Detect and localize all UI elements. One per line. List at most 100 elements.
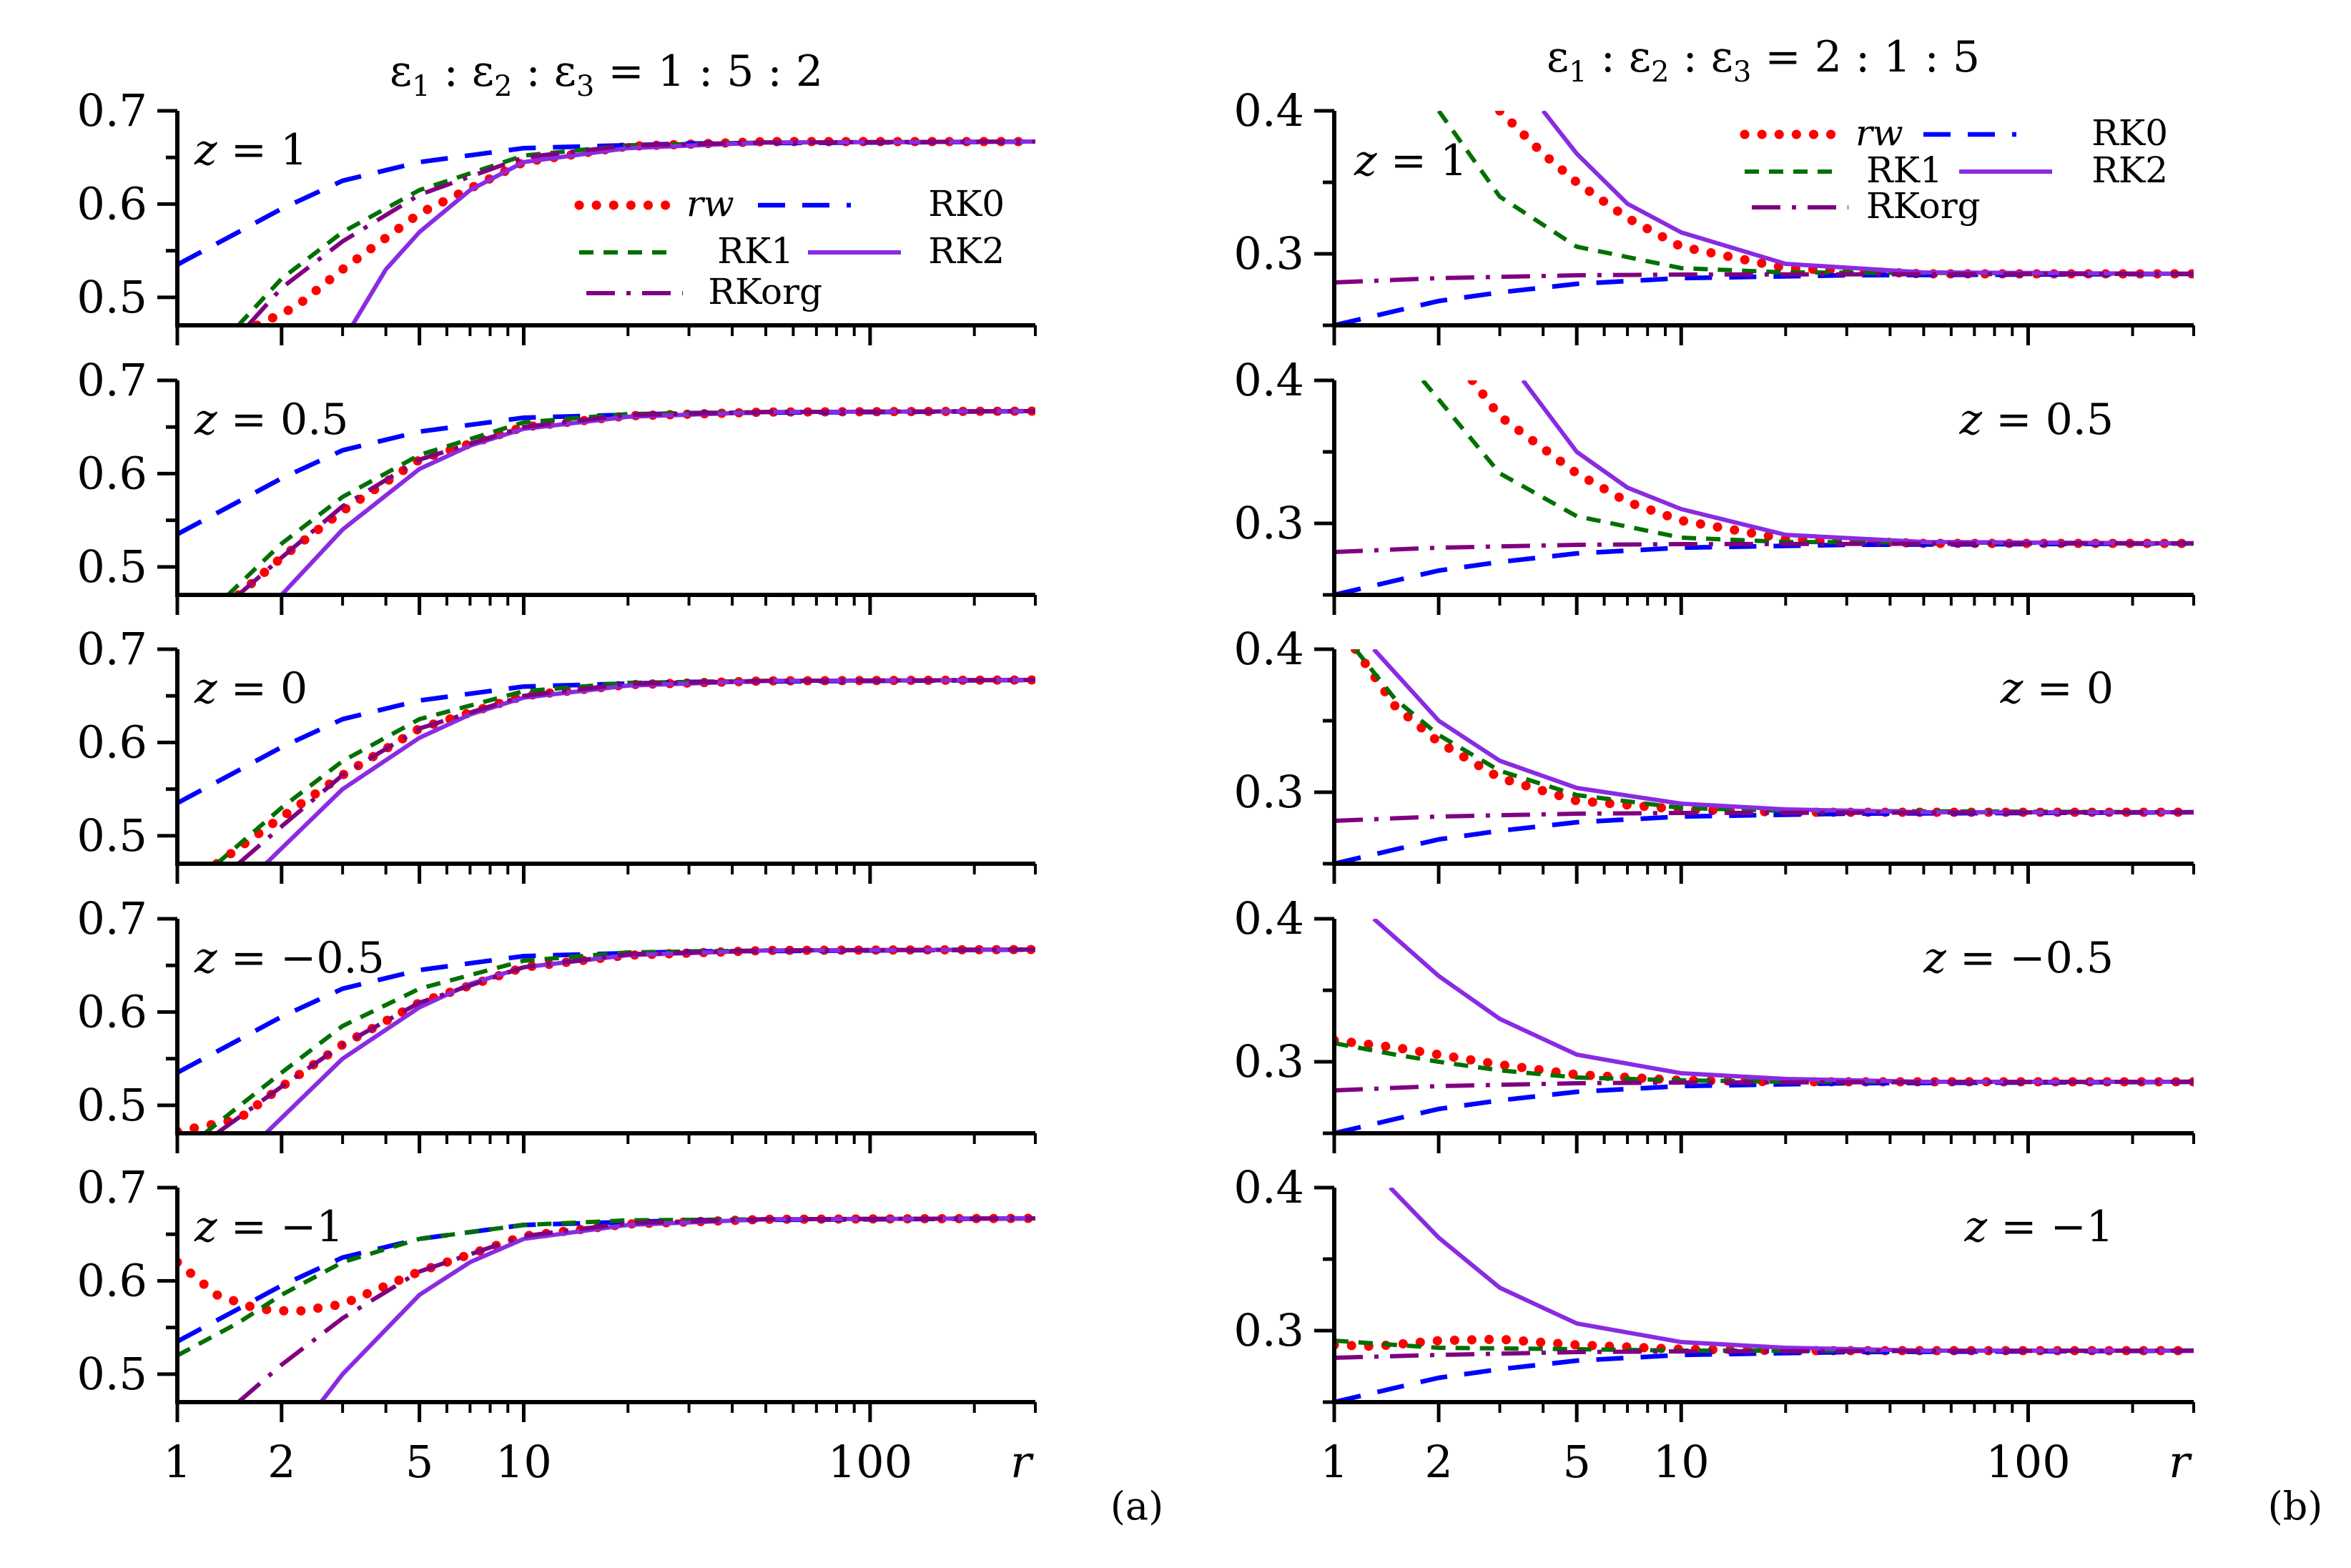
- title-subscript: 1: [1569, 56, 1587, 89]
- series-line-rk2: [1521, 380, 2194, 546]
- title-epsilon: ε: [1629, 32, 1651, 82]
- series-line-rw: [233, 406, 1035, 595]
- y-tick-label: 0.6: [77, 447, 147, 499]
- title-separator: :: [512, 46, 553, 97]
- series-line-rk0: [1334, 271, 2194, 325]
- column-title-b: ε1 : ε2 : ε3 = 2 : 1 : 5: [1547, 32, 1980, 89]
- panel-b-3: 0.3 0.4 z = 0: [1233, 623, 2195, 884]
- x-tick-label: 2: [1424, 1436, 1452, 1488]
- z-label: z = 1: [194, 125, 307, 175]
- series-line-rkorg: [1334, 272, 2194, 285]
- series-line-rkorg: [237, 678, 1035, 864]
- panel-a-5: 0.5 0.6 0.7 1 2 5 10 100 r z = −1: [77, 1161, 1037, 1488]
- y-tick-label: 0.4: [1233, 354, 1304, 406]
- series-line-rkorg: [246, 139, 1035, 325]
- series-line-rkorg: [1334, 1348, 2194, 1360]
- z-label-value: = 0.5: [1982, 395, 2114, 445]
- y-tick-label: 0.5: [77, 271, 147, 323]
- title-subscript: 3: [576, 70, 594, 103]
- y-tick-label: 0.3: [1233, 227, 1304, 280]
- series-line-rkorg: [1334, 1080, 2194, 1093]
- titles-layer: ε1 : ε2 : ε3 = 1 : 5 : 2 ε1 : ε2 : ε3 = 2…: [390, 32, 2322, 1529]
- y-tick-label: 0.7: [77, 354, 147, 406]
- z-label-value: = 1: [217, 125, 308, 175]
- z-label-value: = 0: [217, 664, 308, 714]
- series-line-rk0: [1334, 809, 2194, 864]
- series-line-rk0: [1334, 1348, 2194, 1402]
- panel-b-2: 0.3 0.4 z = 0.5: [1233, 354, 2195, 615]
- z-label-value: = 1: [1377, 136, 1468, 186]
- z-label: z = 0: [2000, 664, 2114, 714]
- z-label: z = −0.5: [1923, 933, 2114, 983]
- title-subscript: 3: [1733, 56, 1751, 89]
- series-group: [1334, 1188, 2194, 1402]
- legend-label-rk2: RK2: [928, 230, 1005, 272]
- z-label: z = −0.5: [194, 933, 385, 983]
- title-ratio: = 1 : 5 : 2: [608, 46, 823, 97]
- series-line-rk2: [1541, 111, 2194, 276]
- y-tick-label: 0.5: [77, 541, 147, 593]
- title-ratio: = 2 : 1 : 5: [1765, 32, 1980, 82]
- series-line-rk0: [1334, 541, 2194, 595]
- title-epsilon: ε: [554, 46, 576, 97]
- y-tick-label: 0.6: [77, 177, 147, 230]
- series-line-rw: [212, 675, 1035, 864]
- title-separator: :: [430, 46, 472, 97]
- series-line-rkorg: [215, 947, 1035, 1133]
- series-group: [1334, 111, 2194, 325]
- y-tick-label: 0.5: [77, 809, 147, 862]
- legend-label-rw: rw: [1855, 112, 1903, 154]
- series-line-rk2: [319, 1216, 1035, 1402]
- y-tick-label: 0.6: [77, 716, 147, 768]
- legend-label-rk0: RK0: [928, 183, 1005, 225]
- y-tick-label: 0.7: [77, 84, 147, 137]
- title-separator: [594, 46, 608, 97]
- z-label-value: = −0.5: [1946, 933, 2114, 983]
- x-tick-label: 2: [267, 1436, 295, 1488]
- y-tick-label: 0.3: [1233, 497, 1304, 549]
- x-tick-label: 100: [828, 1436, 912, 1488]
- title-separator: :: [1587, 32, 1629, 82]
- x-tick-label: 10: [496, 1436, 552, 1488]
- z-label: z = −1: [1964, 1202, 2114, 1252]
- series-line-rw: [252, 137, 1035, 325]
- title-epsilon: ε: [1711, 32, 1733, 82]
- title-separator: :: [1669, 32, 1710, 82]
- legend-label-rk0: RK0: [2091, 112, 2168, 154]
- y-tick-label: 0.3: [1233, 1035, 1304, 1088]
- series-line-rk1: [237, 139, 1035, 325]
- z-label-value: = −1: [217, 1202, 344, 1252]
- title-subscript: 2: [494, 70, 512, 103]
- subplot-label-a: (a): [1110, 1484, 1163, 1529]
- y-tick-label: 0.5: [77, 1079, 147, 1131]
- y-tick-label: 0.3: [1233, 1304, 1304, 1356]
- series-line-rk1: [226, 409, 1035, 595]
- series-line-rk1: [1436, 111, 2194, 276]
- panel-a-1: 0.5 0.6 0.7 z = 1 rw RK0 RK1 RK2 RKorg: [77, 84, 1037, 345]
- y-tick-label: 0.6: [77, 985, 147, 1037]
- x-tick-label: 10: [1653, 1436, 1710, 1488]
- z-label-var: z: [194, 395, 217, 445]
- legend: rw RK0 RK1 RK2 RKorg: [574, 183, 1005, 312]
- series-group: [177, 137, 1035, 325]
- y-tick-label: 0.5: [77, 1348, 147, 1400]
- z-label-var: z: [194, 1202, 217, 1252]
- series-line-rkorg: [1334, 541, 2194, 554]
- panel-b-1: 0.3 0.4 z = 1 rw RK0 RK1 RK2 RKorg: [1233, 84, 2195, 345]
- series-line-rk1: [215, 678, 1035, 864]
- x-axis-label: r: [1010, 1436, 1034, 1488]
- y-tick-label: 0.7: [77, 623, 147, 675]
- z-label-var: z: [1354, 136, 1377, 186]
- title-epsilon: ε: [390, 46, 412, 97]
- legend-label-rk1: RK1: [717, 230, 794, 272]
- legend: rw RK0 RK1 RK2 RKorg: [1740, 112, 2168, 227]
- series-group: [1334, 380, 2194, 595]
- panel-a-2: 0.5 0.6 0.7 z = 0.5: [77, 354, 1037, 615]
- z-label-var: z: [1959, 395, 1983, 445]
- z-label: z = 1: [1354, 136, 1467, 186]
- legend-label-rk1: RK1: [1866, 149, 1943, 191]
- z-label-value: = −0.5: [217, 933, 385, 983]
- y-tick-label: 0.4: [1233, 1161, 1304, 1213]
- z-label-value: = 0: [2023, 664, 2114, 714]
